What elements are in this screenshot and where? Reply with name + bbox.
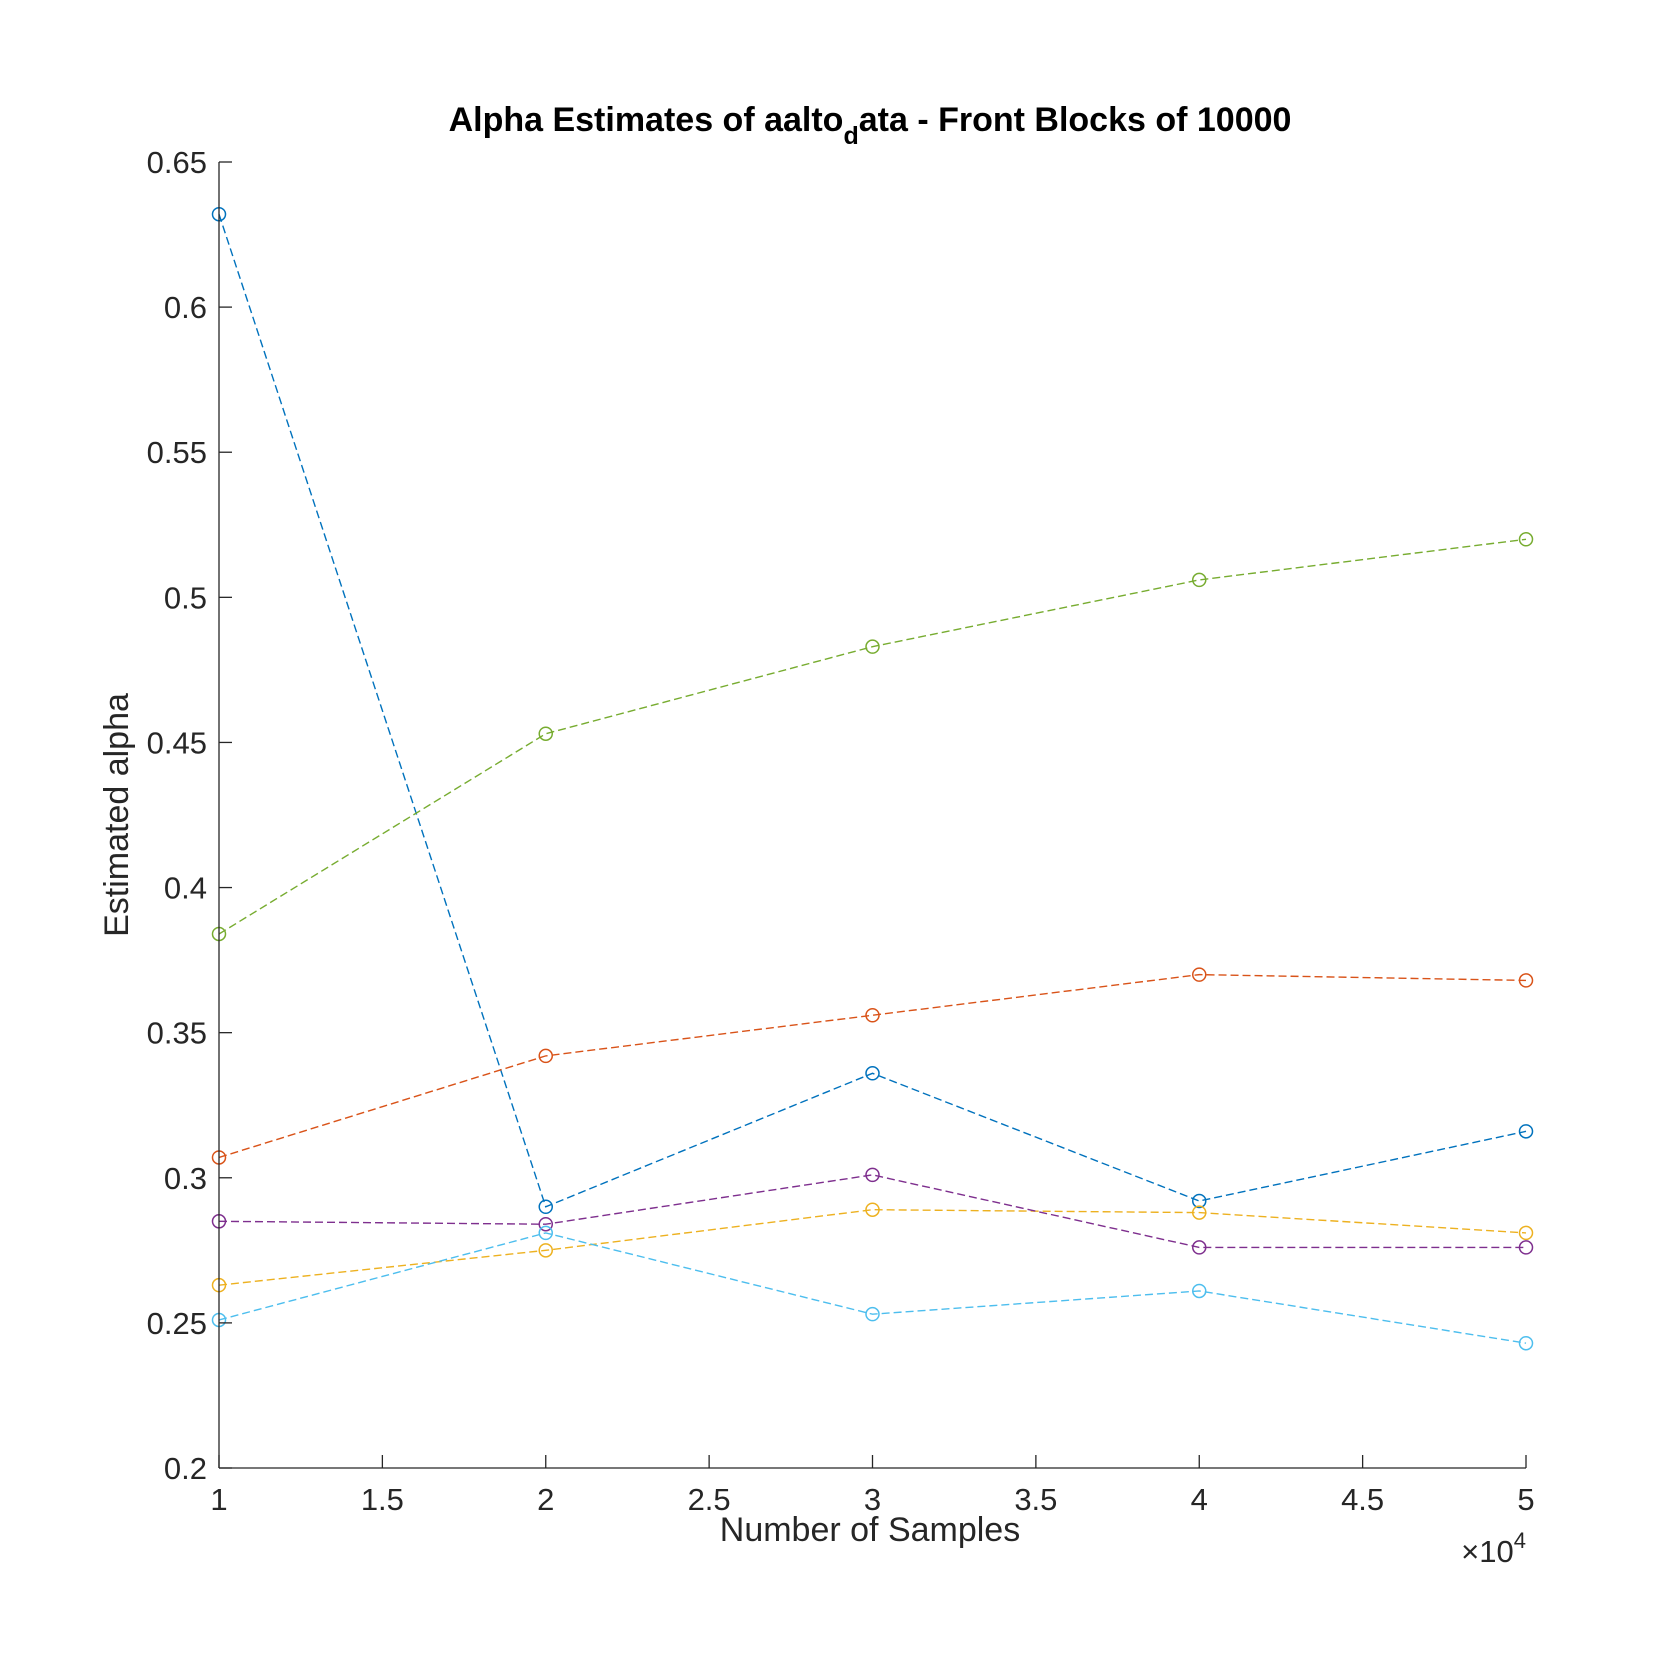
y-tick-label: 0.65 — [147, 145, 207, 180]
x-tick-label: 2.5 — [688, 1482, 731, 1517]
y-tick-label: 0.5 — [164, 580, 207, 615]
series-group — [211, 206, 1534, 1351]
series-2 — [211, 967, 1534, 1165]
series-1 — [211, 206, 1534, 1215]
data-point — [538, 1225, 553, 1241]
y-tick-label: 0.2 — [164, 1451, 207, 1486]
data-point — [1192, 967, 1207, 982]
data-point — [1518, 532, 1534, 547]
data-point — [1192, 1240, 1207, 1255]
x-tick-label: 5 — [1517, 1482, 1534, 1517]
series-line — [218, 1209, 1527, 1286]
y-ticks: 0.2 0.25 0.3 0.35 0.4 0.45 0.5 0.55 0.6 0.65 — [147, 145, 232, 1486]
x-tick-label: 1 — [210, 1482, 227, 1517]
x-tick-label: 4.5 — [1341, 1482, 1384, 1517]
data-point — [1518, 973, 1534, 988]
series-line — [218, 214, 1527, 1208]
data-point — [1518, 1335, 1534, 1351]
y-tick-label: 0.3 — [164, 1161, 207, 1196]
plot-area: 1 1.5 2 2.5 3 3.5 4 4.5 5 0.20.250.30.350.40.450… — [147, 145, 1535, 1517]
data-point — [865, 1167, 880, 1183]
data-point — [1192, 572, 1207, 588]
x-tick-label: 3 — [864, 1482, 881, 1517]
y-tick-label: 0.25 — [147, 1306, 207, 1341]
data-point — [1192, 1283, 1207, 1299]
series-line — [218, 1174, 1526, 1249]
series-4 — [211, 1167, 1534, 1255]
data-point — [538, 1243, 553, 1258]
y-tick-label: 0.45 — [147, 725, 207, 760]
series-line — [218, 1232, 1527, 1344]
x-tick-label: 1.5 — [361, 1482, 404, 1517]
data-point — [865, 1066, 880, 1081]
data-point — [538, 1199, 553, 1215]
data-point — [538, 1048, 553, 1064]
y-tick-label: 0.4 — [164, 871, 207, 906]
y-axis-label: Estimated alpha — [98, 693, 136, 937]
data-point — [1518, 1225, 1534, 1241]
x-tick-label: 4 — [1191, 1482, 1208, 1517]
data-point — [865, 1306, 880, 1322]
series-line — [218, 538, 1527, 935]
data-point — [865, 1008, 880, 1023]
y-tick-label: 0.35 — [147, 1016, 207, 1051]
x-tick-label: 3.5 — [1014, 1482, 1057, 1517]
data-point — [865, 1202, 880, 1217]
data-point — [538, 726, 553, 741]
x-ticks: 1 1.5 2 2.5 3 3.5 4 4.5 5 — [210, 1455, 1535, 1517]
chart-title: Alpha Estimates of aaltodata - Front Blo… — [449, 101, 1292, 150]
y-tick-label: 0.6 — [164, 290, 207, 325]
y-tick-label: 0.55 — [147, 435, 207, 470]
x-axis-multiplier: ×104 — [1461, 1528, 1526, 1569]
data-point — [538, 1216, 553, 1232]
data-point — [865, 639, 880, 654]
data-point — [1192, 1193, 1207, 1209]
x-axis-label: Number of Samples — [720, 1511, 1020, 1549]
data-point — [1518, 1240, 1534, 1255]
data-point — [1518, 1124, 1534, 1139]
data-point — [1192, 1205, 1207, 1220]
series-line — [218, 973, 1527, 1159]
x-tick-label: 2 — [537, 1482, 554, 1517]
